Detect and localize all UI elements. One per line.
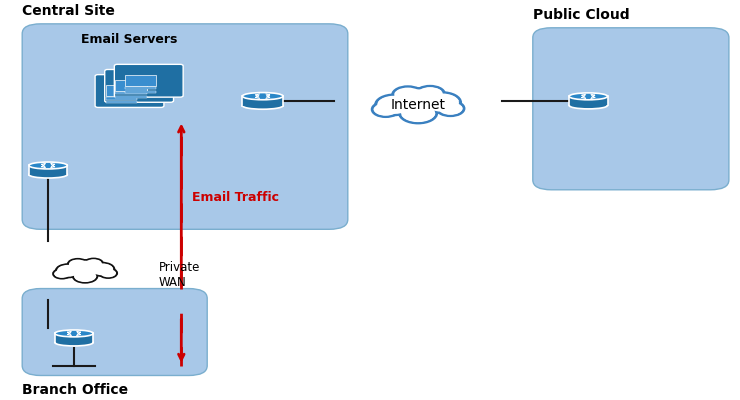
Bar xyxy=(55,334,93,342)
Bar xyxy=(125,87,156,89)
Bar xyxy=(106,85,137,96)
Ellipse shape xyxy=(55,330,93,337)
FancyBboxPatch shape xyxy=(105,70,173,102)
Circle shape xyxy=(57,265,79,277)
Bar xyxy=(242,96,283,106)
Circle shape xyxy=(53,269,71,278)
Bar xyxy=(29,166,67,174)
Circle shape xyxy=(394,88,442,114)
Circle shape xyxy=(400,103,437,123)
Circle shape xyxy=(99,268,117,278)
Circle shape xyxy=(69,260,87,269)
FancyBboxPatch shape xyxy=(22,24,348,229)
Circle shape xyxy=(101,269,116,277)
Circle shape xyxy=(425,94,459,112)
Bar xyxy=(115,92,147,94)
Bar xyxy=(569,96,608,106)
Bar xyxy=(115,80,147,91)
Text: Email Servers: Email Servers xyxy=(81,32,178,46)
Circle shape xyxy=(74,270,96,282)
FancyBboxPatch shape xyxy=(114,64,183,97)
Circle shape xyxy=(372,102,400,117)
Circle shape xyxy=(401,104,435,122)
FancyBboxPatch shape xyxy=(22,288,207,376)
FancyBboxPatch shape xyxy=(533,28,729,190)
Text: Email Traffic: Email Traffic xyxy=(192,191,280,204)
Ellipse shape xyxy=(569,102,608,109)
FancyBboxPatch shape xyxy=(95,75,164,108)
Circle shape xyxy=(396,89,440,113)
Bar xyxy=(106,101,137,104)
Circle shape xyxy=(375,95,413,115)
Circle shape xyxy=(84,259,103,269)
Circle shape xyxy=(394,88,422,102)
Circle shape xyxy=(374,103,397,116)
Circle shape xyxy=(377,96,411,114)
Circle shape xyxy=(73,270,98,283)
Circle shape xyxy=(56,264,81,277)
Circle shape xyxy=(439,102,462,115)
Text: Internet: Internet xyxy=(391,98,445,112)
Circle shape xyxy=(68,259,88,270)
Circle shape xyxy=(85,259,102,268)
Circle shape xyxy=(417,87,443,101)
Bar xyxy=(115,96,147,98)
Circle shape xyxy=(392,87,423,103)
Bar xyxy=(125,91,156,93)
Ellipse shape xyxy=(55,339,93,346)
Text: Central Site: Central Site xyxy=(22,4,115,18)
Bar xyxy=(106,97,137,100)
Circle shape xyxy=(70,260,101,277)
Circle shape xyxy=(90,263,114,276)
Ellipse shape xyxy=(29,171,67,178)
Circle shape xyxy=(416,86,445,102)
Bar xyxy=(125,75,156,86)
Text: Branch Office: Branch Office xyxy=(22,383,128,397)
Text: Public Cloud: Public Cloud xyxy=(533,8,630,22)
Circle shape xyxy=(54,270,70,278)
Ellipse shape xyxy=(243,92,283,100)
Circle shape xyxy=(91,263,113,275)
Text: Private
WAN: Private WAN xyxy=(159,261,201,289)
Circle shape xyxy=(71,261,99,276)
Ellipse shape xyxy=(243,102,283,109)
Circle shape xyxy=(423,92,460,112)
Ellipse shape xyxy=(569,93,608,100)
Circle shape xyxy=(437,101,464,116)
Ellipse shape xyxy=(29,162,67,169)
